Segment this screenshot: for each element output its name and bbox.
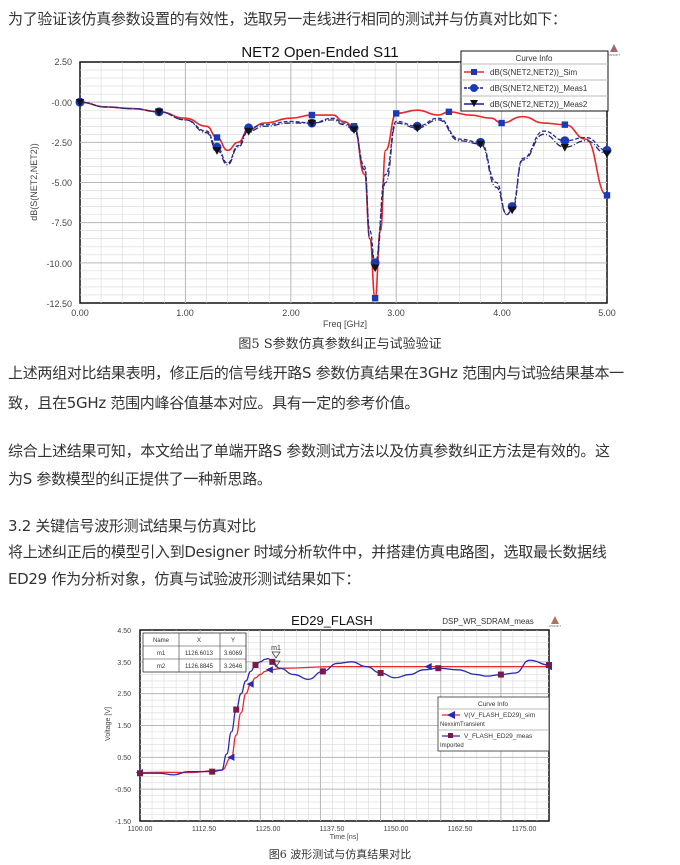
svg-text:3.2646: 3.2646 <box>224 664 243 670</box>
svg-text:-12.50: -12.50 <box>46 299 72 309</box>
svg-text:1126.8845: 1126.8845 <box>185 664 214 670</box>
figure6-x-label: Time [ns] <box>330 834 359 841</box>
svg-text:m1: m1 <box>157 651 166 657</box>
paragraph-3-line-2: ED29 作为分析对象，仿真与试验波形测试结果如下： <box>8 570 361 588</box>
svg-text:V_FLASH_ED29_meas: V_FLASH_ED29_meas <box>464 733 533 740</box>
svg-text:dB(S(NET2,NET2))_Sim: dB(S(NET2,NET2))_Sim <box>490 68 577 77</box>
svg-text:Y: Y <box>231 638 235 644</box>
svg-text:0.00: 0.00 <box>71 308 89 318</box>
figure5-s11-chart: NET2 Open-Ended S11 2.50 -0.00 -2.50 -5.… <box>29 44 620 329</box>
svg-text:1162.50: 1162.50 <box>448 826 473 833</box>
svg-text:1112.50: 1112.50 <box>192 826 216 833</box>
figure6-y-axis: 4.50 3.50 2.50 1.50 0.50 -0.50 -1.50 <box>115 628 131 826</box>
figure5-caption: 图5 S参数仿真参数纠正与试验验证 <box>238 337 442 352</box>
figure5-y-label: dB(S(NET2,NET2)) <box>29 143 39 221</box>
svg-text:V(V_FLASH_ED29)_sim: V(V_FLASH_ED29)_sim <box>464 712 535 719</box>
svg-text:Curve Info: Curve Info <box>478 701 508 708</box>
svg-text:ANSOFT: ANSOFT <box>608 53 620 57</box>
svg-text:Curve Info: Curve Info <box>516 54 553 63</box>
svg-text:1125.00: 1125.00 <box>256 826 281 833</box>
svg-text:4.50: 4.50 <box>117 628 131 635</box>
paragraph-2-line-2: 为S 参数模型的纠正提供了一种新思路。 <box>8 470 272 488</box>
paragraph-3-line-1: 将上述纠正后的模型引入到Designer 时域分析软件中，并搭建仿真电路图，选取… <box>8 543 607 561</box>
svg-text:Name: Name <box>153 638 170 644</box>
svg-text:ANSOFT: ANSOFT <box>549 624 561 628</box>
figure6-y-label: Voltage [V] <box>105 707 112 741</box>
figure6-waveform-chart: ED29_FLASH DSP_WR_SDRAM_meas ANSOFT Name… <box>105 613 561 841</box>
svg-text:-2.50: -2.50 <box>51 138 72 148</box>
svg-text:2.00: 2.00 <box>282 308 300 318</box>
svg-text:5.00: 5.00 <box>598 308 616 318</box>
svg-text:3.00: 3.00 <box>387 308 405 318</box>
svg-text:NexximTransient: NexximTransient <box>440 722 485 728</box>
marker-m1: m1 <box>271 645 281 668</box>
ansoft-logo-icon: ANSOFT <box>608 44 620 57</box>
svg-text:-0.00: -0.00 <box>51 98 72 108</box>
markers-table: Name X Y m1 1126.6013 3.6069 m2 1126.884… <box>142 632 247 673</box>
svg-text:4.00: 4.00 <box>493 308 511 318</box>
paragraph-1-line-1: 上述两组对比结果表明，修正后的信号线开路S 参数仿真结果在3GHz 范围内与试验… <box>8 364 624 382</box>
section-heading: 3.2 关键信号波形测试结果与仿真对比 <box>8 517 256 535</box>
figure5-x-label: Freq [GHz] <box>323 319 367 329</box>
svg-text:1175.00: 1175.00 <box>512 826 537 833</box>
paragraph-1-line-2: 致，且在5GHz 范围内峰谷值基本对应。具有一定的参考价值。 <box>8 394 420 412</box>
paragraph-2-line-1: 综合上述结果可知，本文给出了单端开路S 参数测试方法以及仿真参数纠正方法是有效的… <box>8 442 610 460</box>
svg-text:dB(S(NET2,NET2))_Meas1: dB(S(NET2,NET2))_Meas1 <box>490 84 588 93</box>
figure5-legend: Curve Info dB(S(NET2,NET2))_Sim dB(S(NET… <box>460 50 609 112</box>
svg-text:1150.00: 1150.00 <box>384 826 409 833</box>
svg-text:X: X <box>197 638 201 644</box>
figure6-caption: 图6 波形测试与仿真结果对比 <box>268 848 412 861</box>
intro-paragraph: 为了验证该仿真参数设置的有效性，选取另一走线进行相同的测试并与仿真对比如下： <box>8 10 567 28</box>
svg-text:m2: m2 <box>157 664 166 670</box>
svg-text:3.50: 3.50 <box>117 660 131 667</box>
svg-text:-7.50: -7.50 <box>51 218 72 228</box>
figure5-y-axis: 2.50 -0.00 -2.50 -5.00 -7.50 -10.00 -12.… <box>46 57 72 309</box>
figure6-x-axis: 1100.00 1112.50 1125.00 1137.50 1150.00 … <box>128 826 537 833</box>
figure6-legend: Curve Info V(V_FLASH_ED29)_sim NexximTra… <box>437 696 550 752</box>
figure5-title: NET2 Open-Ended S11 <box>241 44 398 61</box>
figure5-x-axis: 0.00 1.00 2.00 3.00 4.00 5.00 <box>71 308 616 318</box>
svg-text:-10.00: -10.00 <box>46 259 72 269</box>
svg-text:-0.50: -0.50 <box>115 787 131 794</box>
svg-text:-5.00: -5.00 <box>51 178 72 188</box>
svg-text:2.50: 2.50 <box>54 57 72 67</box>
svg-text:1.00: 1.00 <box>176 308 194 318</box>
svg-text:1126.6013: 1126.6013 <box>185 651 214 657</box>
svg-text:1137.50: 1137.50 <box>320 826 345 833</box>
svg-text:1.50: 1.50 <box>117 723 131 730</box>
svg-text:Imported: Imported <box>440 743 464 749</box>
svg-text:m1: m1 <box>271 645 281 652</box>
svg-text:3.6069: 3.6069 <box>224 651 243 657</box>
svg-text:-1.50: -1.50 <box>115 819 131 826</box>
figure6-subtitle: DSP_WR_SDRAM_meas <box>442 617 534 626</box>
svg-text:2.50: 2.50 <box>117 691 131 698</box>
ansoft-logo-icon: ANSOFT <box>549 616 561 628</box>
svg-text:0.50: 0.50 <box>117 755 131 762</box>
svg-text:dB(S(NET2,NET2))_Meas2: dB(S(NET2,NET2))_Meas2 <box>490 100 588 109</box>
figure6-title: ED29_FLASH <box>291 613 373 628</box>
svg-text:1100.00: 1100.00 <box>128 826 153 833</box>
